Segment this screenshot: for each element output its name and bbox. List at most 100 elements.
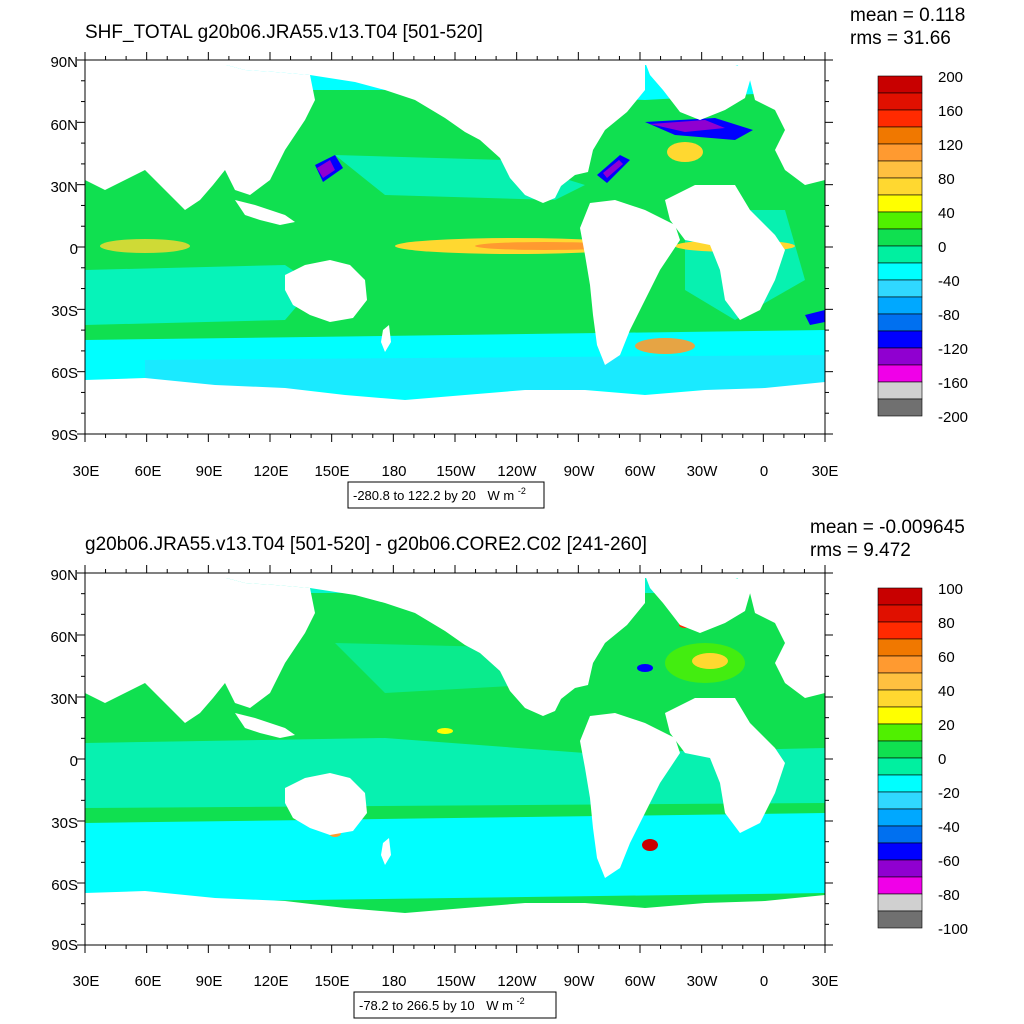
lon-label: 120W: [497, 463, 537, 480]
colorbar-swatch: [877, 279, 923, 298]
colorbar-label: 100: [938, 581, 963, 598]
colorbar-swatch: [877, 740, 923, 759]
map-plot: [84, 572, 826, 947]
lat-label: 30S: [51, 303, 78, 320]
lon-label: 0: [760, 463, 768, 480]
colorbar-swatch: [877, 672, 923, 691]
colorbar-swatch: [877, 398, 923, 417]
colorbar-swatch: [877, 160, 923, 179]
rms-stat: rms = 31.66: [850, 28, 951, 49]
lon-label: 0: [760, 973, 768, 990]
colorbar-label: -100: [938, 921, 968, 938]
colorbar-swatch: [877, 706, 923, 725]
lat-label: 90N: [50, 567, 78, 584]
lon-label: 150E: [314, 463, 349, 480]
colorbar-swatch: [877, 75, 923, 94]
colorbar-label: 200: [938, 69, 963, 86]
colorbar-label: 80: [938, 615, 955, 632]
colorbar-swatch: [877, 347, 923, 366]
colorbar: [877, 75, 923, 417]
longitude-axis-labels: 30E 60E 90E 120E 150E 180 150W 120W 90W …: [73, 463, 839, 480]
colorbar-label: -200: [938, 409, 968, 426]
colorbar-swatch: [877, 808, 923, 827]
colorbar-label: -40: [938, 273, 960, 290]
lat-label: 0: [70, 753, 78, 770]
lon-label: 30E: [73, 463, 100, 480]
lat-label: 60N: [50, 629, 78, 646]
colorbar-label: 40: [938, 683, 955, 700]
colorbar-label: 40: [938, 205, 955, 222]
colorbar-swatch: [877, 655, 923, 674]
colorbar-label: 120: [938, 137, 963, 154]
colorbar-swatch: [877, 381, 923, 400]
range-caption: -280.8 to 122.2 by 20 W m -2: [347, 481, 545, 509]
panel-title: SHF_TOTAL g20b06.JRA55.v13.T04 [501-520]: [85, 22, 483, 43]
colorbar-swatch: [877, 587, 923, 606]
latitude-axis-labels: 90N 60N 30N 0 30S 60S 90S: [50, 567, 78, 954]
colorbar-swatch: [877, 757, 923, 776]
lat-label: 0: [70, 241, 78, 258]
colorbar-label: -80: [938, 307, 960, 324]
svg-text:-280.8 to 122.2 by 20: -280.8 to 122.2 by 20 W m -2: [353, 486, 526, 503]
colorbar-swatch: [877, 689, 923, 708]
colorbar-swatch: [877, 893, 923, 912]
lon-label: 30E: [812, 463, 839, 480]
colorbar-swatch: [877, 842, 923, 861]
svg-text:-78.2 to 266.5 by 10 W: -78.2 to 266.5 by 10 W m -2: [359, 996, 525, 1013]
colorbar-label: 80: [938, 171, 955, 188]
colorbar-label: -40: [938, 819, 960, 836]
colorbar-swatch: [877, 177, 923, 196]
lat-label: 60N: [50, 117, 78, 134]
lon-label: 30E: [812, 973, 839, 990]
range-text: -78.2 to 266.5 by 10: [359, 998, 475, 1013]
colorbar-label: 0: [938, 239, 946, 256]
colorbar-swatch: [877, 92, 923, 111]
colorbar-swatch: [877, 109, 923, 128]
colorbar-swatch: [877, 245, 923, 264]
map-plot: [84, 59, 826, 435]
colorbar-swatch: [877, 126, 923, 145]
colorbar-swatch: [877, 364, 923, 383]
range-caption: -78.2 to 266.5 by 10 W m -2: [353, 991, 557, 1019]
lat-label: 30N: [50, 691, 78, 708]
colorbar-label: -20: [938, 785, 960, 802]
lat-label: 30S: [51, 815, 78, 832]
lon-label: 180: [381, 463, 406, 480]
lon-label: 180: [381, 973, 406, 990]
lon-label: 90E: [196, 463, 223, 480]
lon-label: 60W: [625, 973, 657, 990]
lat-label: 90N: [50, 54, 78, 71]
colorbar-label: 160: [938, 103, 963, 120]
rms-stat: rms = 9.472: [810, 540, 911, 561]
panel-title: g20b06.JRA55.v13.T04 [501-520] - g20b06.…: [85, 534, 647, 555]
colorbar-swatch: [877, 262, 923, 281]
latitude-axis-labels: 90N 60N 30N 0 30S 60S 90S: [50, 54, 78, 444]
range-units-exponent: -2: [518, 486, 526, 496]
lat-label: 60S: [51, 365, 78, 382]
colorbar-label: 0: [938, 751, 946, 768]
lon-label: 60E: [135, 973, 162, 990]
range-units-exponent: -2: [517, 996, 525, 1006]
mean-stat: mean = -0.009645: [810, 517, 965, 538]
lon-label: 120E: [253, 973, 288, 990]
lat-label: 90S: [51, 937, 78, 954]
lat-label: 90S: [51, 427, 78, 444]
lon-label: 120E: [253, 463, 288, 480]
lon-label: 120W: [497, 973, 537, 990]
panel-difference: g20b06.JRA55.v13.T04 [501-520] - g20b06.…: [50, 517, 968, 1019]
colorbar-swatch: [877, 910, 923, 929]
lon-label: 150E: [314, 973, 349, 990]
lon-label: 90W: [564, 973, 596, 990]
colorbar-label: 20: [938, 717, 955, 734]
colorbar-swatch: [877, 330, 923, 349]
lon-label: 30W: [687, 973, 719, 990]
lat-label: 60S: [51, 877, 78, 894]
lon-label: 90W: [564, 463, 596, 480]
lon-label: 60E: [135, 463, 162, 480]
lon-label: 30W: [687, 463, 719, 480]
lat-label: 30N: [50, 179, 78, 196]
colorbar: [877, 587, 923, 929]
colorbar-label: -160: [938, 375, 968, 392]
colorbar-swatch: [877, 774, 923, 793]
colorbar-labels: 100 80 60 40 20 0 -20 -40 -60 -80 -100: [938, 581, 968, 938]
